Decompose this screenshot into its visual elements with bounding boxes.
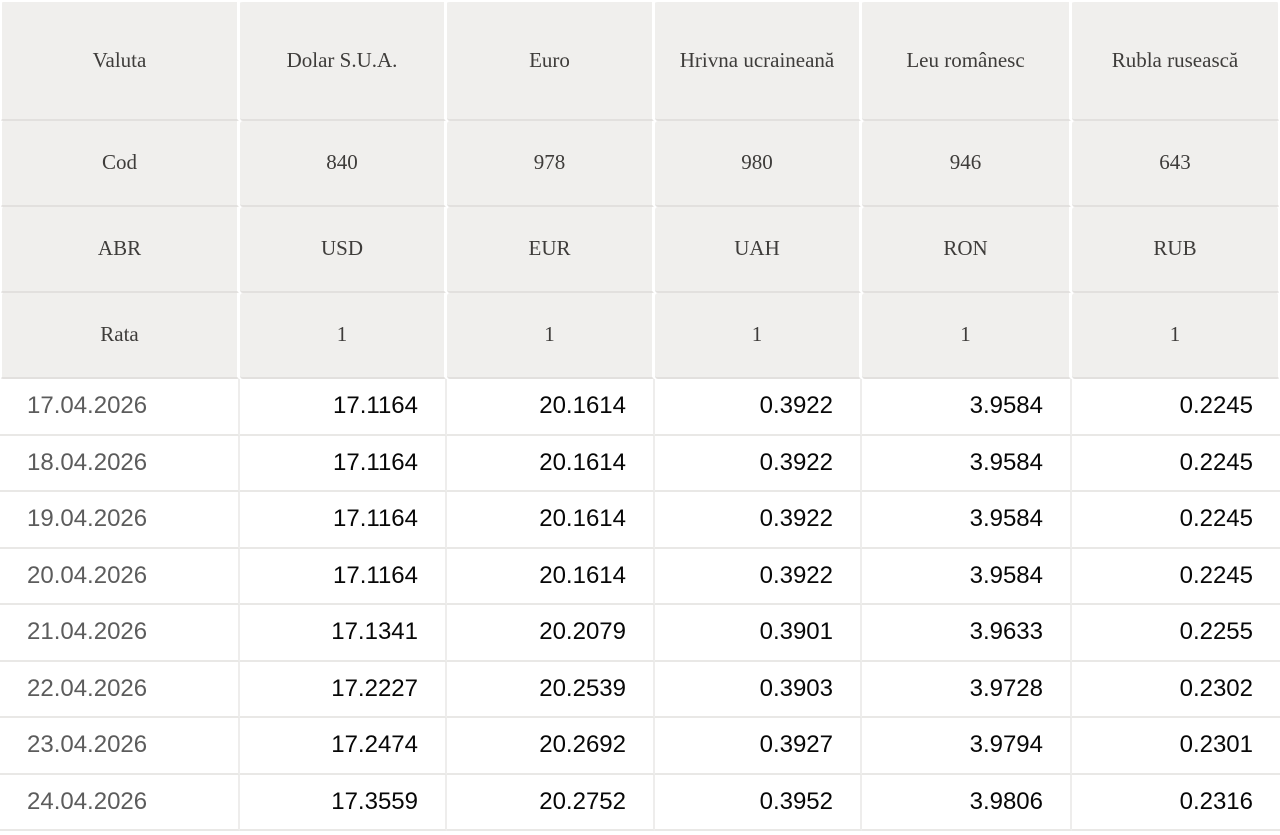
rate-value: 0.2302 [1072,661,1280,718]
rate-value: 3.9584 [862,492,1072,549]
rate-row: 20.04.2026 17.1164 20.1614 0.3922 3.9584 0.22… [0,548,1280,605]
rate-value: 0.3922 [655,435,862,492]
column-header: Leu românesc [862,0,1072,121]
rate-value: 3.9806 [862,774,1072,831]
rate-value: 3.9794 [862,718,1072,775]
rate-value: 17.1341 [240,605,447,662]
rate-value: 0.3952 [655,774,862,831]
rate-value: 17.3559 [240,774,447,831]
rate-value: 20.1614 [447,435,655,492]
base-rate-value: 1 [655,293,862,379]
row-label-base-rate: Rata [0,293,240,379]
date-cell: 22.04.2026 [0,661,240,718]
column-header: Euro [447,0,655,121]
meta-row-base-rate: Rata 1 1 1 1 1 [0,293,1280,379]
rate-value: 3.9728 [862,661,1072,718]
rate-row: 18.04.2026 17.1164 20.1614 0.3922 3.9584 0.22… [0,435,1280,492]
rate-row: 22.04.2026 17.2227 20.2539 0.3903 3.9728 0.23… [0,661,1280,718]
date-cell: 21.04.2026 [0,605,240,662]
column-header: Hrivna ucraineană [655,0,862,121]
code-value: 643 [1072,121,1280,207]
rate-value: 0.2316 [1072,774,1280,831]
rate-value: 20.1614 [447,492,655,549]
base-rate-value: 1 [1072,293,1280,379]
rate-value: 3.9584 [862,435,1072,492]
rate-value: 20.2692 [447,718,655,775]
column-header: Rubla rusească [1072,0,1280,121]
code-value: 980 [655,121,862,207]
rate-row: 17.04.2026 17.1164 20.1614 0.3922 3.9584 0.22… [0,379,1280,436]
header-row: Valuta Dolar S.U.A. Euro Hrivna ucraineană L… [0,0,1280,121]
rate-value: 20.2539 [447,661,655,718]
rate-value: 3.9584 [862,379,1072,436]
abbr-value: USD [240,207,447,293]
date-cell: 17.04.2026 [0,379,240,436]
rate-value: 0.2245 [1072,435,1280,492]
date-cell: 18.04.2026 [0,435,240,492]
code-value: 946 [862,121,1072,207]
code-value: 840 [240,121,447,207]
rate-row: 24.04.2026 17.3559 20.2752 0.3952 3.9806 0.23… [0,774,1280,831]
rate-value: 0.2245 [1072,492,1280,549]
date-cell: 24.04.2026 [0,774,240,831]
rate-row: 21.04.2026 17.1341 20.2079 0.3901 3.9633 0.22… [0,605,1280,662]
rate-row: 23.04.2026 17.2474 20.2692 0.3927 3.9794 0.23… [0,718,1280,775]
rate-value: 17.2227 [240,661,447,718]
rate-value: 0.2245 [1072,379,1280,436]
meta-row-code: Cod 840 978 980 946 643 [0,121,1280,207]
rate-value: 20.2752 [447,774,655,831]
rate-value: 0.2301 [1072,718,1280,775]
rate-value: 17.1164 [240,492,447,549]
rate-value: 3.9633 [862,605,1072,662]
abbr-value: UAH [655,207,862,293]
date-cell: 20.04.2026 [0,548,240,605]
base-rate-value: 1 [862,293,1072,379]
date-cell: 23.04.2026 [0,718,240,775]
abbr-value: RUB [1072,207,1280,293]
row-label-valuta: Valuta [0,0,240,121]
row-label-abbr: ABR [0,207,240,293]
rate-value: 0.3927 [655,718,862,775]
rate-value: 17.1164 [240,548,447,605]
rate-value: 0.3922 [655,548,862,605]
rate-value: 17.1164 [240,435,447,492]
rate-value: 0.2255 [1072,605,1280,662]
rate-value: 20.1614 [447,379,655,436]
base-rate-value: 1 [447,293,655,379]
rate-value: 20.1614 [447,548,655,605]
abbr-value: RON [862,207,1072,293]
rate-value: 0.3922 [655,492,862,549]
rate-value: 0.3901 [655,605,862,662]
meta-row-abbr: ABR USD EUR UAH RON RUB [0,207,1280,293]
rate-value: 17.2474 [240,718,447,775]
rate-value: 17.1164 [240,379,447,436]
rate-value: 0.2245 [1072,548,1280,605]
rate-value: 0.3922 [655,379,862,436]
row-label-code: Cod [0,121,240,207]
rate-value: 0.3903 [655,661,862,718]
date-cell: 19.04.2026 [0,492,240,549]
column-header: Dolar S.U.A. [240,0,447,121]
code-value: 978 [447,121,655,207]
rate-value: 20.2079 [447,605,655,662]
base-rate-value: 1 [240,293,447,379]
rate-value: 3.9584 [862,548,1072,605]
rate-row: 19.04.2026 17.1164 20.1614 0.3922 3.9584 0.22… [0,492,1280,549]
abbr-value: EUR [447,207,655,293]
